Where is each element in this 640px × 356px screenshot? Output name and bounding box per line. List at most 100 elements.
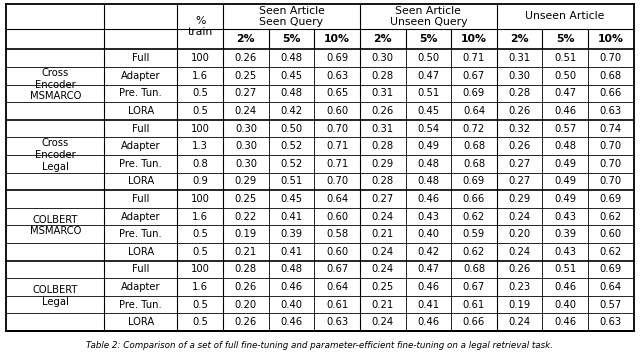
Text: 0.29: 0.29 bbox=[508, 194, 531, 204]
Text: 0.5: 0.5 bbox=[193, 229, 208, 239]
Text: 0.67: 0.67 bbox=[326, 265, 348, 274]
Text: 0.48: 0.48 bbox=[280, 88, 303, 98]
Text: 0.23: 0.23 bbox=[509, 282, 531, 292]
Text: 2%: 2% bbox=[237, 34, 255, 44]
Text: 0.5: 0.5 bbox=[193, 247, 208, 257]
Text: 0.30: 0.30 bbox=[235, 141, 257, 151]
Text: Seen Article
Unseen Query: Seen Article Unseen Query bbox=[390, 6, 467, 27]
Text: 0.70: 0.70 bbox=[326, 177, 348, 187]
Text: 0.65: 0.65 bbox=[326, 88, 348, 98]
Text: 0.30: 0.30 bbox=[509, 71, 531, 81]
Text: 0.48: 0.48 bbox=[280, 53, 303, 63]
Text: 0.30: 0.30 bbox=[372, 53, 394, 63]
Text: 1.6: 1.6 bbox=[192, 212, 208, 222]
Text: 0.50: 0.50 bbox=[554, 71, 576, 81]
Text: 100: 100 bbox=[191, 265, 210, 274]
Text: 0.69: 0.69 bbox=[326, 53, 348, 63]
Text: Adapter: Adapter bbox=[121, 212, 161, 222]
Text: 0.26: 0.26 bbox=[508, 141, 531, 151]
Text: 0.41: 0.41 bbox=[417, 300, 440, 310]
Text: 0.24: 0.24 bbox=[509, 212, 531, 222]
Text: 1.6: 1.6 bbox=[192, 282, 208, 292]
Text: 0.58: 0.58 bbox=[326, 229, 348, 239]
Text: 0.27: 0.27 bbox=[508, 177, 531, 187]
Text: 0.9: 0.9 bbox=[193, 177, 208, 187]
Text: 0.30: 0.30 bbox=[235, 159, 257, 169]
Text: 0.42: 0.42 bbox=[417, 247, 440, 257]
Text: 0.64: 0.64 bbox=[600, 282, 622, 292]
Text: 0.48: 0.48 bbox=[280, 265, 303, 274]
Text: 0.27: 0.27 bbox=[235, 88, 257, 98]
Text: 0.70: 0.70 bbox=[600, 53, 622, 63]
Text: 0.69: 0.69 bbox=[463, 88, 485, 98]
Text: 0.19: 0.19 bbox=[508, 300, 531, 310]
Text: 5%: 5% bbox=[556, 34, 575, 44]
Text: 0.45: 0.45 bbox=[280, 71, 303, 81]
Text: Full: Full bbox=[132, 265, 150, 274]
Text: 0.28: 0.28 bbox=[372, 141, 394, 151]
Text: 0.50: 0.50 bbox=[417, 53, 440, 63]
Text: 0.19: 0.19 bbox=[235, 229, 257, 239]
Text: 0.61: 0.61 bbox=[463, 300, 485, 310]
Text: 0.74: 0.74 bbox=[600, 124, 622, 134]
Text: LORA: LORA bbox=[127, 106, 154, 116]
Text: 10%: 10% bbox=[598, 34, 624, 44]
Text: 0.43: 0.43 bbox=[554, 212, 576, 222]
Text: 0.60: 0.60 bbox=[326, 106, 348, 116]
Text: Unseen Article: Unseen Article bbox=[525, 11, 605, 21]
Text: 0.70: 0.70 bbox=[600, 141, 622, 151]
Text: 0.69: 0.69 bbox=[600, 265, 622, 274]
Text: 0.51: 0.51 bbox=[280, 177, 303, 187]
Text: 0.48: 0.48 bbox=[417, 159, 439, 169]
Text: 0.31: 0.31 bbox=[372, 88, 394, 98]
Text: 0.64: 0.64 bbox=[326, 194, 348, 204]
Text: 0.39: 0.39 bbox=[554, 229, 576, 239]
Text: 0.24: 0.24 bbox=[372, 247, 394, 257]
Text: Pre. Tun.: Pre. Tun. bbox=[120, 300, 162, 310]
Text: 0.71: 0.71 bbox=[326, 141, 348, 151]
Text: Adapter: Adapter bbox=[121, 71, 161, 81]
Text: 0.20: 0.20 bbox=[235, 300, 257, 310]
Text: 0.29: 0.29 bbox=[235, 177, 257, 187]
Text: 0.51: 0.51 bbox=[554, 53, 576, 63]
Text: 0.40: 0.40 bbox=[280, 300, 303, 310]
Text: 0.60: 0.60 bbox=[326, 247, 348, 257]
Text: 0.30: 0.30 bbox=[235, 124, 257, 134]
Text: Cross
Encoder
Legal: Cross Encoder Legal bbox=[35, 138, 76, 172]
Text: 0.25: 0.25 bbox=[372, 282, 394, 292]
Text: 0.5: 0.5 bbox=[193, 106, 208, 116]
Text: 5%: 5% bbox=[282, 34, 301, 44]
Text: 0.45: 0.45 bbox=[280, 194, 303, 204]
Text: 0.5: 0.5 bbox=[193, 88, 208, 98]
Text: 0.8: 0.8 bbox=[193, 159, 208, 169]
Text: 0.24: 0.24 bbox=[372, 317, 394, 327]
Text: 0.68: 0.68 bbox=[600, 71, 622, 81]
Text: 0.46: 0.46 bbox=[417, 317, 440, 327]
Text: 0.47: 0.47 bbox=[417, 71, 440, 81]
Text: 0.49: 0.49 bbox=[554, 159, 576, 169]
Text: 0.43: 0.43 bbox=[417, 212, 439, 222]
Text: 0.57: 0.57 bbox=[600, 300, 622, 310]
Text: 0.62: 0.62 bbox=[600, 212, 622, 222]
Text: 0.69: 0.69 bbox=[463, 177, 485, 187]
Text: 0.46: 0.46 bbox=[280, 282, 303, 292]
Text: LORA: LORA bbox=[127, 177, 154, 187]
Text: 0.27: 0.27 bbox=[508, 159, 531, 169]
Text: 0.22: 0.22 bbox=[235, 212, 257, 222]
Text: 0.64: 0.64 bbox=[463, 106, 485, 116]
Text: 0.24: 0.24 bbox=[235, 106, 257, 116]
Text: 0.24: 0.24 bbox=[372, 265, 394, 274]
Text: 0.60: 0.60 bbox=[326, 212, 348, 222]
Text: 0.29: 0.29 bbox=[372, 159, 394, 169]
Text: 100: 100 bbox=[191, 53, 210, 63]
Text: 0.68: 0.68 bbox=[463, 265, 485, 274]
Text: 0.45: 0.45 bbox=[417, 106, 440, 116]
Text: 0.68: 0.68 bbox=[463, 159, 485, 169]
Text: 2%: 2% bbox=[510, 34, 529, 44]
Text: 0.26: 0.26 bbox=[235, 317, 257, 327]
Text: 0.61: 0.61 bbox=[326, 300, 348, 310]
Text: 0.51: 0.51 bbox=[417, 88, 440, 98]
Text: 0.46: 0.46 bbox=[280, 317, 303, 327]
Text: 0.46: 0.46 bbox=[554, 106, 576, 116]
Text: 0.50: 0.50 bbox=[280, 124, 303, 134]
